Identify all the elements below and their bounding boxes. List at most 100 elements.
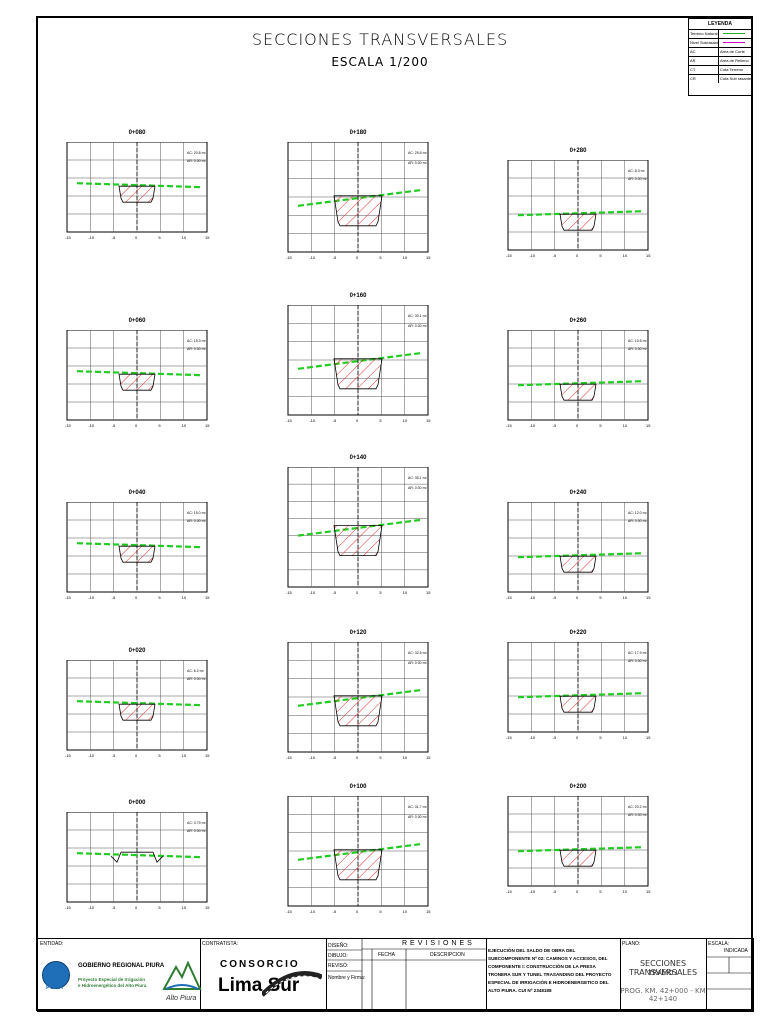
x-tick-label: 5 <box>158 905 161 910</box>
x-tick-label: -10 <box>309 418 316 423</box>
x-tick-label: -15 <box>506 735 513 740</box>
x-tick-label: 15 <box>646 595 651 600</box>
x-tick-label: 15 <box>426 590 431 595</box>
area-fill-text: AR: 0.00 m² <box>408 161 428 165</box>
area-cut-text: AC: 17.9 m² <box>628 651 648 655</box>
contractor-cell: CONTRATISTA: CONSORCIO Lima Sur <box>200 939 327 1011</box>
area-cut-text: AC: 6.2 m² <box>187 669 205 673</box>
area-cut-text: AC: 12.0 m² <box>628 511 648 515</box>
x-tick-label: 15 <box>205 595 210 600</box>
section-label: 0+080 <box>128 130 146 136</box>
legend-header: LEYENDA <box>689 19 751 30</box>
section-plot: AC: 8.3 m² AR: 0.00 m² -15 -10 -5 0 5 10 15 <box>506 160 651 258</box>
terrain-line <box>76 852 203 859</box>
entity-label: ENTIDAD: <box>40 941 64 947</box>
lima-sur-road-icon <box>262 971 322 997</box>
x-tick-label: -10 <box>529 889 536 894</box>
area-fill-text: AR: 0.00 m² <box>628 659 648 663</box>
x-tick-label: 10 <box>623 253 628 258</box>
area-cut-text: AC: 32.5 m² <box>408 651 428 655</box>
cut-area <box>333 849 383 881</box>
x-tick-label: -15 <box>286 418 293 423</box>
section-plot: AC: 10.5 m² AR: 0.00 m² -15 -10 -5 0 5 10 15 <box>506 330 651 428</box>
x-tick-label: -5 <box>112 905 116 910</box>
section-label: 0+260 <box>569 318 587 324</box>
section-plot: AC: 25.6 m² AR: 0.00 m² -15 -10 -5 0 5 10 15 <box>286 142 431 260</box>
legend-desc: Cota Terreno <box>720 67 744 72</box>
drawing-scale: ESCALA 1/200 <box>331 55 429 69</box>
cut-area <box>118 703 156 721</box>
section-label: 0+020 <box>128 648 146 654</box>
area-cut-text: AC: 15.0 m² <box>187 511 207 515</box>
x-tick-label: 10 <box>182 753 187 758</box>
x-tick-label: -5 <box>553 423 557 428</box>
x-tick-label: 0 <box>576 735 579 740</box>
aprobo-label: Nombre y Firma: <box>328 975 366 981</box>
area-fill-text: AR: 0.00 m² <box>628 177 648 181</box>
x-tick-label: -5 <box>333 755 337 760</box>
x-tick-label: 0 <box>576 595 579 600</box>
pura-logo-text: PURA <box>46 985 64 991</box>
x-tick-label: 10 <box>403 255 408 260</box>
x-tick-label: 10 <box>182 595 187 600</box>
legend-row: Terreno Natural <box>689 30 751 39</box>
x-tick-label: -5 <box>112 235 116 240</box>
legend-code: Terreno Natural <box>690 30 719 38</box>
x-tick-label: 15 <box>426 909 431 914</box>
x-tick-label: -15 <box>506 889 513 894</box>
revisions-cell: DISEÑO: DIBUJO: REVISÓ: Nombre y Firma: … <box>326 939 487 1011</box>
x-tick-label: 15 <box>646 423 651 428</box>
section-plot: AC: 6.2 m² AR: 0.00 m² -15 -10 -5 0 5 10 15 <box>65 660 210 758</box>
x-tick-label: 0 <box>135 423 138 428</box>
cut-area <box>118 373 156 391</box>
area-cut-text: AC: 20.8 m² <box>187 151 207 155</box>
x-tick-label: -10 <box>309 755 316 760</box>
x-tick-label: -5 <box>333 590 337 595</box>
section-plot: AC: 35.1 m² AR: 0.00 m² -15 -10 -5 0 5 10 15 <box>286 467 431 595</box>
cut-area <box>559 555 597 573</box>
area-fill-text: AR: 0.00 m² <box>408 661 428 665</box>
x-tick-label: -10 <box>309 909 316 914</box>
section-label: 0+140 <box>349 455 367 461</box>
legend-desc: Cota Sub rasante <box>720 76 751 81</box>
x-tick-label: 5 <box>158 235 161 240</box>
terrain-line <box>76 542 203 549</box>
x-tick-label: -10 <box>88 753 95 758</box>
area-fill-text: AR: 0.00 m² <box>187 519 207 523</box>
terrain-line <box>76 182 203 189</box>
x-tick-label: -15 <box>286 255 293 260</box>
cut-area <box>333 358 383 390</box>
area-fill-text: AR: 0.00 m² <box>628 813 648 817</box>
x-tick-label: 15 <box>205 905 210 910</box>
section-label: 0+000 <box>128 800 146 806</box>
cut-area <box>333 695 383 727</box>
x-tick-label: -15 <box>506 253 513 258</box>
cut-area <box>559 213 597 231</box>
x-tick-label: -10 <box>529 423 536 428</box>
area-cut-text: AC: 0.79 m² <box>187 821 207 825</box>
x-tick-label: 5 <box>379 590 382 595</box>
plano-label: PLANO: <box>622 941 641 947</box>
x-tick-label: -15 <box>65 905 72 910</box>
x-tick-label: 0 <box>356 255 359 260</box>
area-fill-text: AR: 0.00 m² <box>408 815 428 819</box>
terrain-line <box>517 552 644 559</box>
x-tick-label: 5 <box>379 755 382 760</box>
x-tick-label: 0 <box>135 905 138 910</box>
section-label: 0+220 <box>569 630 587 636</box>
x-tick-label: 0 <box>576 889 579 894</box>
legend-row: CR Cota Sub rasante <box>689 75 751 83</box>
legend-desc <box>719 39 751 47</box>
x-tick-label: -5 <box>553 735 557 740</box>
area-fill-text: AR: 0.00 m² <box>187 829 207 833</box>
area-fill-text: AR: 0.00 m² <box>187 347 207 351</box>
x-tick-label: 5 <box>158 595 161 600</box>
x-tick-label: -15 <box>65 595 72 600</box>
x-tick-label: -5 <box>553 595 557 600</box>
sheet-tramo: TRAMO I <box>648 969 678 977</box>
section-label: 0+160 <box>349 293 367 299</box>
legend-swatch <box>723 42 745 43</box>
legend-code: Nivel Subrasante <box>690 39 719 47</box>
x-tick-label: 5 <box>599 735 602 740</box>
x-tick-label: -10 <box>88 235 95 240</box>
